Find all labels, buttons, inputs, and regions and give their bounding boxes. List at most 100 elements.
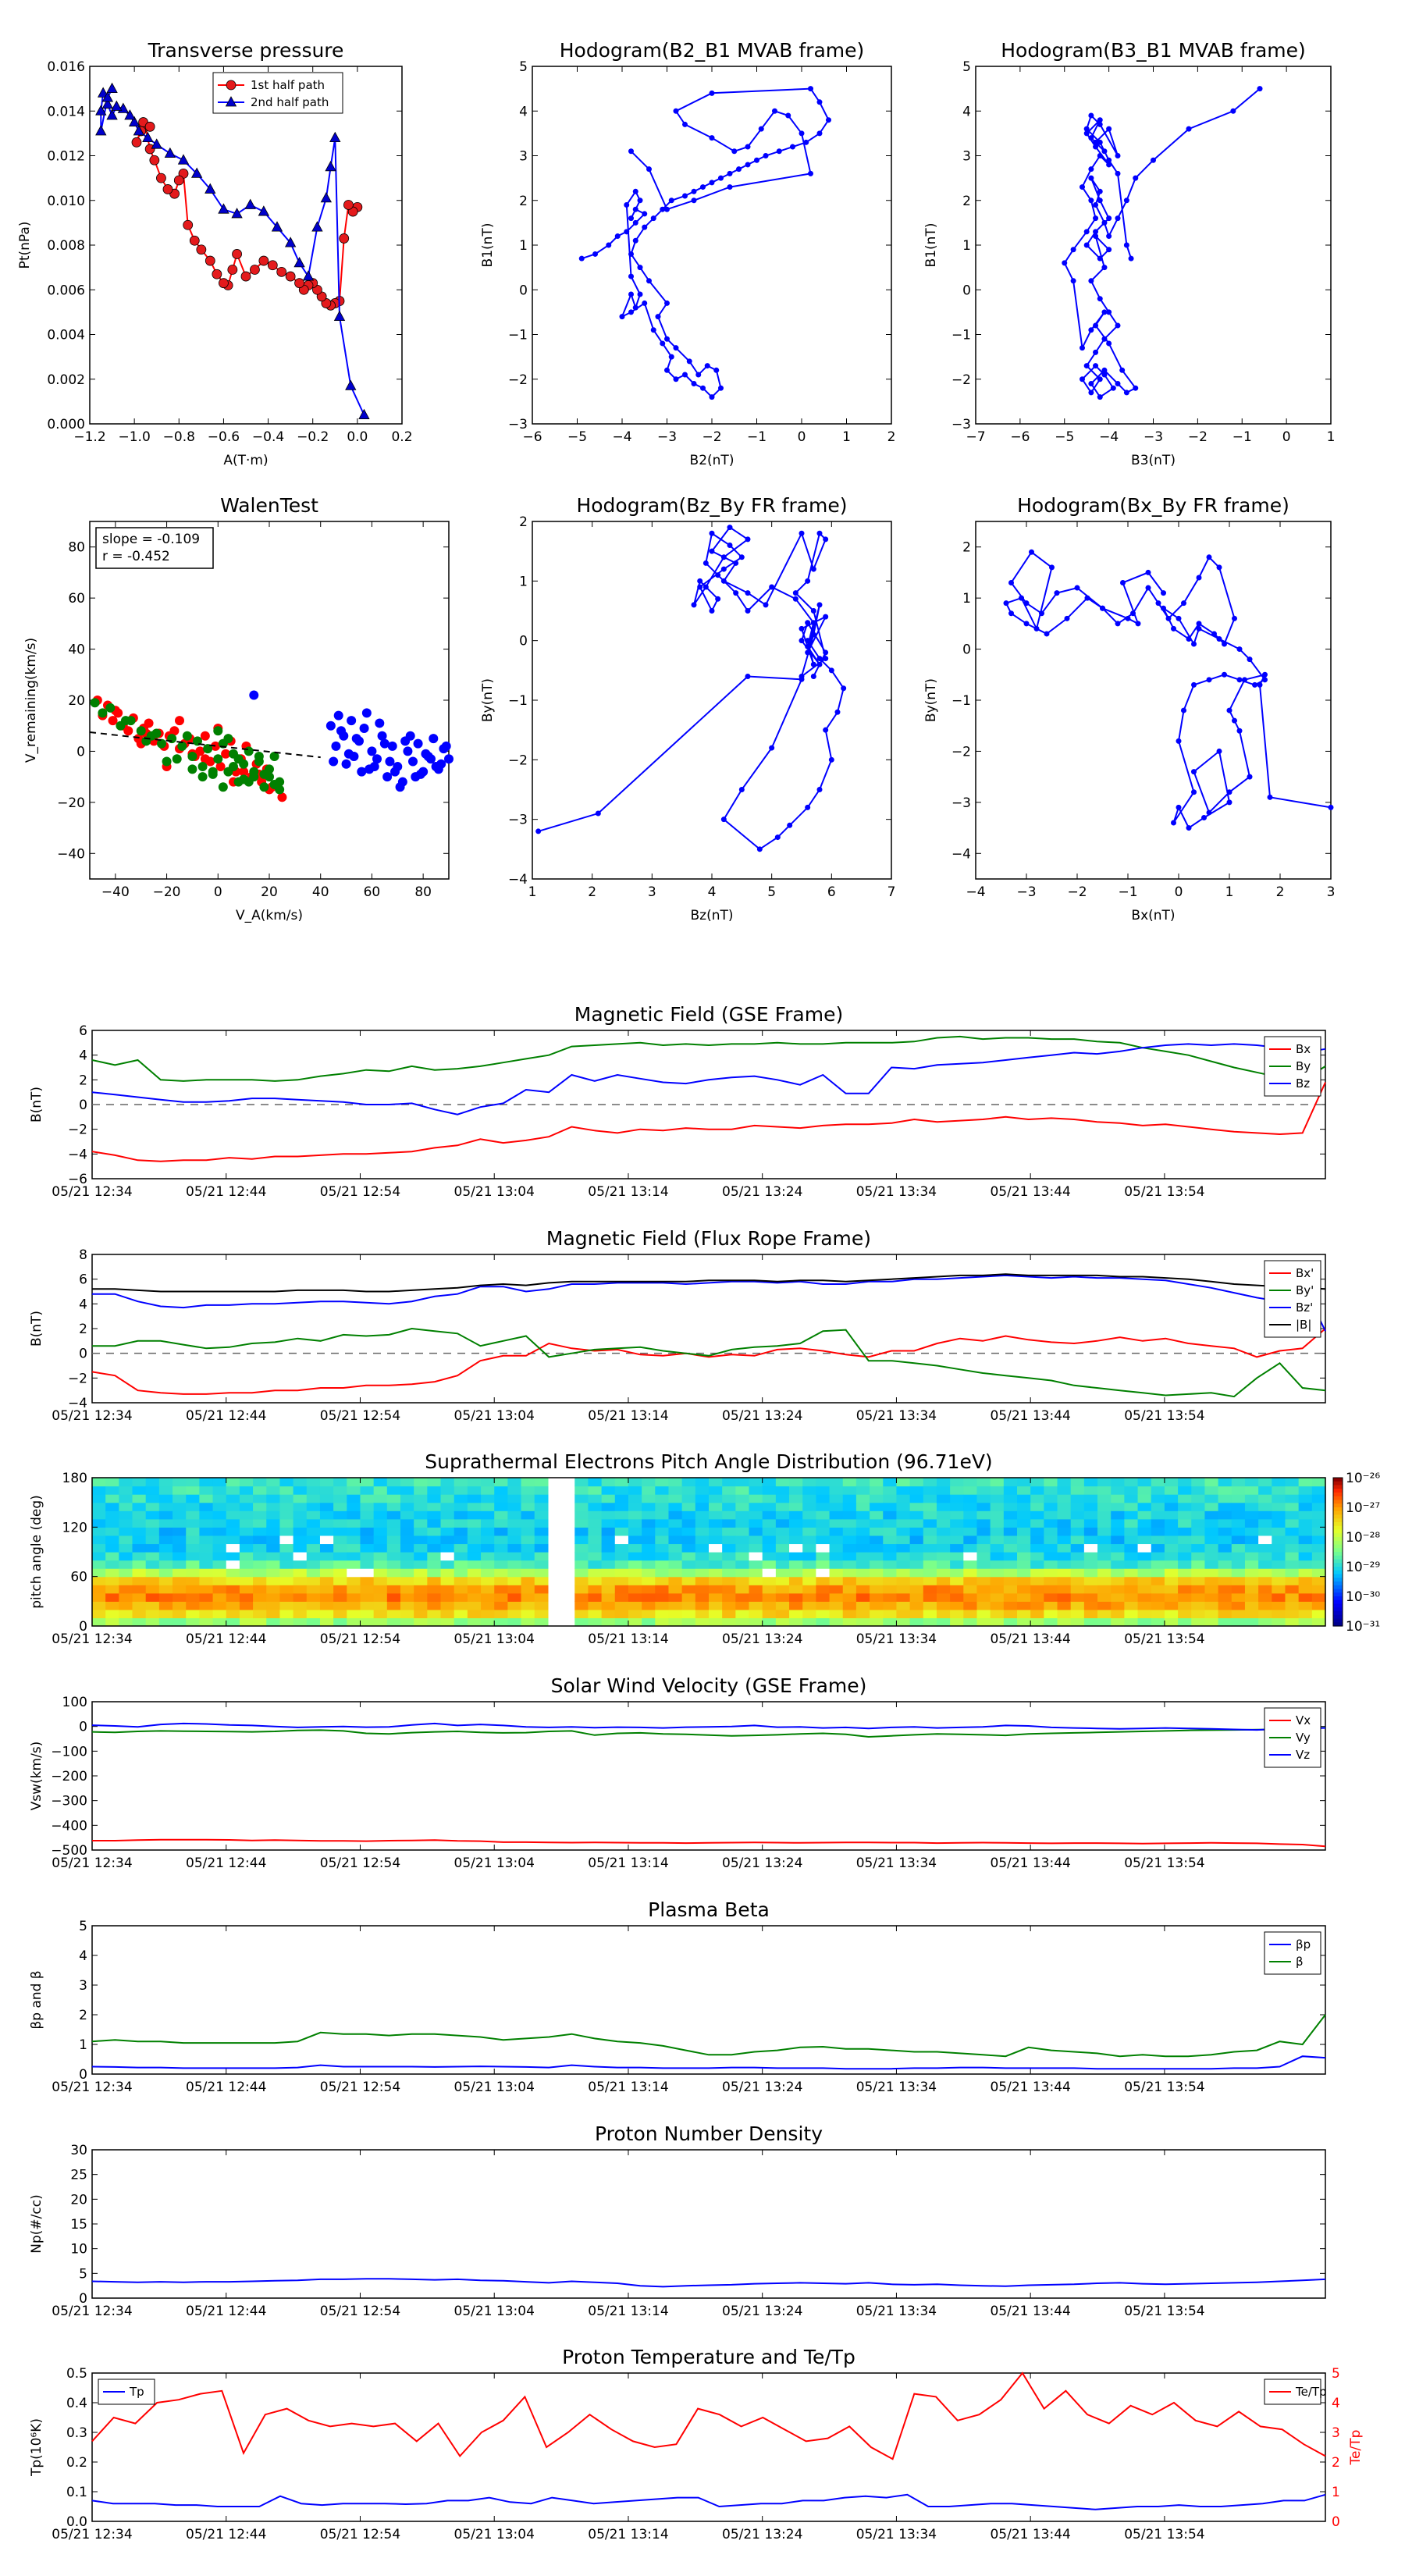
colorbar-segment [1333,1585,1343,1590]
heatmap-cell [855,1592,870,1602]
heatmap-cell [1097,1617,1112,1627]
heatmap-cell [173,1576,187,1585]
legend-marker [225,96,237,107]
hodogram-point [1088,327,1094,333]
heatmap-cell [963,1543,978,1553]
legend-label: Bx [1296,1042,1311,1056]
heatmap-cell [816,1617,831,1627]
heatmap-cell [1017,1609,1031,1619]
heatmap-cell [829,1510,844,1520]
heatmap-cell [1057,1568,1072,1578]
heatmap-cell [440,1478,455,1487]
y-tick-label: 0.5 [66,2366,87,2382]
data-point [219,278,229,289]
heatmap-cell [1272,1510,1286,1520]
hodogram-point [632,188,638,194]
panel-title: Plasma Beta [648,1898,770,1921]
heatmap-cell [1124,1617,1139,1627]
heatmap-cell [132,1510,147,1520]
y-tick-label: −3 [951,417,971,432]
time-tick-label: 05/21 13:34 [856,1408,937,1424]
x-tick-label: −6 [522,429,542,445]
heatmap-cell [762,1592,777,1602]
heatmap-cell [293,1478,308,1487]
heatmap-cell [333,1617,347,1627]
heatmap-cell [762,1494,777,1503]
heatmap-cell [119,1527,133,1536]
heatmap-cell [816,1543,831,1553]
heatmap-cell [253,1502,267,1511]
heatmap-cell [950,1568,964,1578]
legend-box [1264,1931,1321,1975]
heatmap-cell [1218,1617,1232,1627]
heatmap-cell [1044,1535,1058,1545]
heatmap-cell [870,1552,884,1561]
series-Bz' [92,1274,1326,1332]
hodogram-point [810,608,816,614]
heatmap-cell [386,1592,401,1602]
hodogram-point [1191,789,1197,795]
heatmap-cell [829,1568,844,1578]
annotation-slope: slope = -0.109 [102,532,200,547]
heatmap-cell [306,1576,321,1585]
heatmap-cell [1137,1617,1152,1627]
heatmap-cell [1017,1560,1031,1569]
hodogram-point [1236,677,1243,683]
heatmap-cell [1151,1485,1165,1495]
heatmap-cell [762,1601,777,1610]
heatmap-cell [655,1535,670,1545]
heatmap-cell [909,1601,924,1610]
heatmap-cell [427,1485,442,1495]
heatmap-cell [842,1494,857,1503]
colorbar-label: 10⁻²⁸ [1346,1530,1380,1546]
y-axis-label: βp and β [29,1970,44,2029]
heatmap-cell [1285,1494,1300,1503]
heatmap-cell [1191,1527,1206,1536]
heatmap-cell [454,1592,468,1602]
heatmap-cell [1070,1576,1085,1585]
heatmap-cell [1057,1518,1072,1528]
heatmap-cell [709,1502,723,1511]
heatmap-cell [427,1609,442,1619]
heatmap-cell [386,1560,401,1569]
walen-point [408,756,418,767]
heatmap-cell [976,1552,991,1561]
x-tick-label: 0 [214,884,222,900]
legend-label: Vz [1296,1748,1310,1762]
heatmap-cell [1083,1592,1098,1602]
heatmap-cell [253,1617,267,1627]
heatmap-cell [789,1518,803,1528]
heatmap-cell [105,1609,119,1619]
hodogram-point [1083,126,1090,132]
hodogram-point [1106,215,1112,222]
hodogram-point [720,817,727,823]
heatmap-cell [266,1601,281,1610]
heatmap-cell [1258,1478,1272,1487]
heatmap-cell [293,1576,308,1585]
heatmap-cell [1191,1617,1206,1627]
panel-title: WalenTest [220,494,318,517]
hodogram-point [1083,229,1090,235]
heatmap-cell [400,1535,414,1545]
heatmap-cell [1258,1609,1272,1619]
hodogram-point [828,667,834,674]
heatmap-cell [963,1601,978,1610]
hodogram-point [758,126,764,132]
heatmap-cell [963,1510,978,1520]
heatmap-cell [896,1585,911,1594]
heatmap-cell [963,1560,978,1569]
heatmap-cell [1272,1585,1286,1594]
heatmap-cell [534,1601,549,1610]
heatmap-cell [145,1592,160,1602]
heatmap-cell [494,1485,508,1495]
walen-point [90,698,100,708]
hodogram-point [1097,197,1103,204]
colorbar-segment [1333,1567,1343,1571]
heatmap-cell [855,1510,870,1520]
data-point [156,173,166,183]
y-tick-label: 0 [79,1720,87,1735]
hodogram-point [709,180,715,186]
hodogram-point [1106,247,1112,253]
heatmap-cell [360,1576,375,1585]
heatmap-cell [1311,1592,1326,1602]
